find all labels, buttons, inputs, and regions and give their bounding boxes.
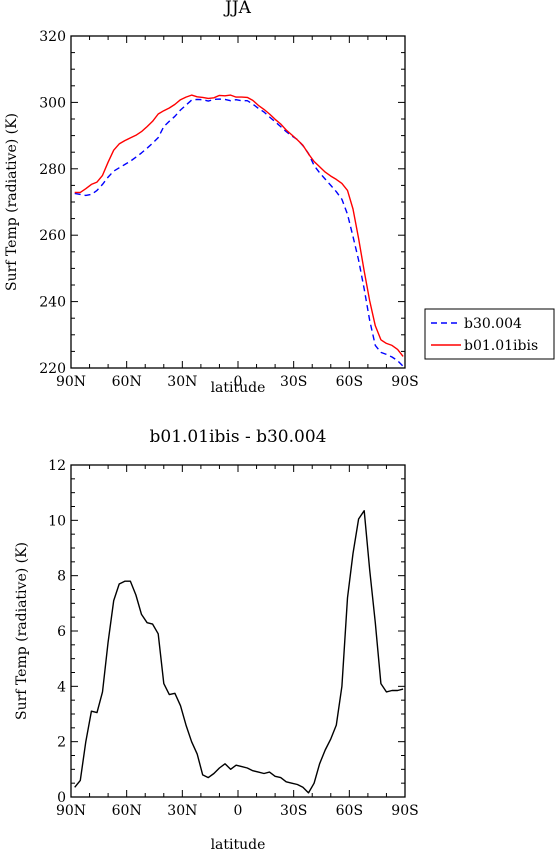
x-tick-label: 60N — [112, 803, 142, 819]
series-line-b01-01ibis — [74, 94, 404, 357]
chart-title: JJA — [223, 0, 252, 18]
y-axis-label: Surf Temp (radiative) (K) — [14, 542, 30, 720]
x-tick-label: 90S — [391, 374, 418, 390]
series-line-b30-004 — [74, 98, 404, 367]
chart-panel-top: JJA 90N 60N 30N 0 30S 60S 90S 220 240 260 280 300 32… — [4, 0, 419, 396]
y-tick-label: 4 — [57, 679, 66, 695]
y-tick-label: 0 — [57, 790, 66, 806]
x-axis-label: latitude — [211, 380, 266, 396]
x-tick-label: 90S — [391, 803, 418, 819]
legend-label-b30-004: b30.004 — [464, 316, 522, 332]
x-axis-label: latitude — [211, 837, 266, 851]
y-tick-label: 6 — [57, 624, 66, 640]
x-tick-label: 30N — [167, 374, 197, 390]
y-tick-label: 320 — [39, 29, 66, 45]
x-tick-label: 60S — [336, 374, 363, 390]
y-axis-label: Surf Temp (radiative) (K) — [4, 113, 20, 291]
x-tick-label: 60S — [336, 803, 363, 819]
y-tick-label: 8 — [57, 569, 66, 585]
y-tick-label: 220 — [39, 361, 66, 377]
x-tick-label: 0 — [234, 803, 243, 819]
plot-frame — [70, 464, 406, 798]
y-tick-label: 10 — [48, 513, 66, 529]
x-tick-label: 30S — [280, 803, 307, 819]
x-tick-label: 60N — [112, 374, 142, 390]
y-tick-label: 280 — [39, 162, 66, 178]
y-tick-label: 260 — [39, 228, 66, 244]
legend-box — [424, 308, 555, 360]
y-tick-label: 240 — [39, 295, 66, 311]
chart-title: b01.01ibis - b30.004 — [150, 427, 327, 447]
x-tick-label: 90N — [56, 803, 86, 819]
x-tick-label: 0 — [234, 374, 243, 390]
series-line-difference — [74, 510, 404, 794]
x-tick-label: 90N — [56, 374, 86, 390]
legend: b30.004 b01.01ibis — [424, 308, 555, 360]
y-tick-label: 2 — [57, 735, 66, 751]
legend-label-b01-01ibis: b01.01ibis — [464, 338, 538, 354]
chart-panel-bottom: b01.01ibis - b30.004 90N 60N 30N 0 30S 60S 90S… — [14, 427, 419, 851]
y-tick-label: 300 — [39, 95, 66, 111]
plot-frame — [70, 35, 406, 369]
x-tick-label: 30S — [280, 374, 307, 390]
y-tick-label: 12 — [48, 458, 66, 474]
x-tick-label: 30N — [167, 803, 197, 819]
